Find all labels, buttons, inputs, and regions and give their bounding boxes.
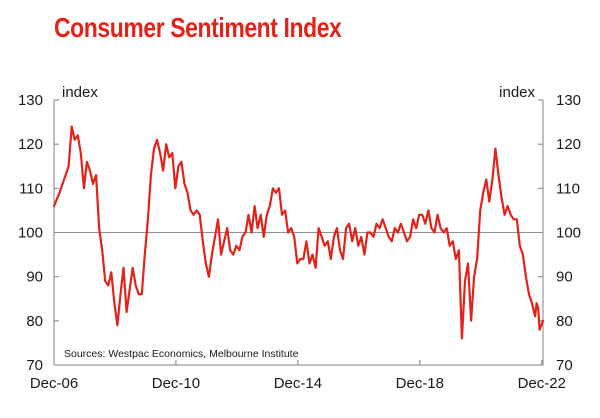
y-tick-label-right: 110	[556, 180, 580, 197]
x-tick-label: Dec-18	[396, 375, 444, 392]
series-group	[52, 125, 545, 340]
y-tick-label-left: 110	[19, 180, 43, 197]
series-line-consumer-sentiment	[52, 125, 545, 340]
y-tick-label-left: 120	[18, 136, 43, 153]
y-tick-label-left: 80	[26, 313, 43, 330]
source-note: Sources: Westpac Economics, Melbourne In…	[64, 348, 299, 360]
x-tick-label: Dec-10	[152, 375, 200, 392]
y-tick-label-right: 120	[556, 136, 581, 153]
x-tick-label: Dec-06	[30, 375, 78, 392]
y-tick-label-left: 90	[26, 269, 43, 286]
x-tick-label: Dec-22	[518, 375, 566, 392]
y-tick-label-left: 130	[18, 92, 43, 109]
tick-labels: 70 70 80 80 90 90 100 100 110 110 120 120 130 130 Dec-…	[18, 92, 581, 392]
y-tick-label-right: 100	[556, 225, 581, 242]
y-tick-label-left: 70	[26, 357, 43, 374]
y-unit-left: index	[62, 84, 98, 101]
y-tick-label-left: 100	[18, 225, 43, 242]
x-tick-label: Dec-14	[274, 375, 322, 392]
y-unit-right: index	[499, 84, 535, 101]
y-tick-label-right: 130	[556, 92, 581, 109]
y-tick-label-right: 90	[556, 269, 573, 286]
y-tick-label-right: 80	[556, 313, 573, 330]
chart-title: Consumer Sentiment Index	[54, 12, 342, 43]
y-tick-label-right: 70	[556, 357, 573, 374]
